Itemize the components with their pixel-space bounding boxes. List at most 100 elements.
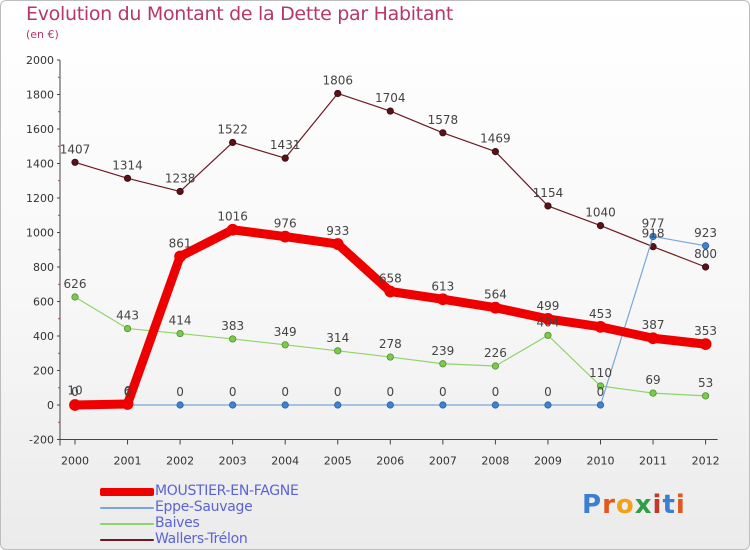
data-label: 0: [439, 385, 447, 399]
data-point: [174, 250, 187, 263]
data-point: [596, 401, 605, 409]
data-label: 443: [116, 309, 139, 323]
data-point: [436, 293, 449, 306]
legend-swatch-baives: [100, 523, 154, 525]
data-point: [489, 301, 502, 314]
legend-swatch-wallers-trelon: [100, 539, 154, 541]
x-tick-label: 2002: [166, 455, 194, 468]
data-label: 626: [64, 277, 87, 291]
data-label: 353: [694, 324, 717, 338]
logo-letter: P: [582, 490, 603, 520]
data-label: 976: [274, 217, 297, 231]
data-point: [701, 242, 710, 250]
data-point: [334, 89, 342, 98]
data-point: [596, 222, 605, 230]
data-label: 933: [326, 224, 349, 238]
data-label: 1238: [165, 171, 196, 185]
data-point: [176, 329, 184, 338]
data-point: [491, 401, 499, 409]
data-label: 6: [124, 384, 132, 398]
data-label: 800: [694, 247, 717, 261]
y-tick-label: 2000: [26, 54, 54, 67]
data-label: 0: [124, 385, 132, 399]
data-label: 0: [71, 385, 79, 399]
data-point: [544, 202, 552, 210]
data-point: [281, 154, 289, 162]
data-point: [331, 238, 344, 250]
data-label: 0: [176, 385, 184, 399]
data-point: [281, 341, 289, 349]
y-tick-label: 0: [47, 399, 54, 412]
data-label: 69: [645, 373, 660, 387]
data-point: [176, 401, 184, 409]
data-point: [279, 230, 292, 243]
legend-swatch-eppe-sauvage: [100, 507, 154, 509]
data-point: [123, 324, 132, 333]
data-label: 53: [698, 376, 713, 390]
data-label: 414: [169, 314, 192, 328]
logo-letter: r: [602, 490, 616, 520]
y-tick-label: 1600: [26, 123, 54, 136]
data-label: 923: [694, 226, 717, 240]
data-point: [439, 360, 447, 368]
y-tick-label: 400: [33, 330, 54, 343]
x-tick-label: 2003: [219, 455, 247, 468]
data-label: 453: [589, 307, 612, 321]
data-label: 1704: [375, 91, 406, 105]
data-label: 110: [589, 366, 612, 380]
data-label: 0: [334, 385, 342, 399]
data-label: 0: [597, 385, 605, 399]
data-label: 1154: [533, 186, 564, 200]
data-label: 314: [326, 331, 349, 345]
data-point: [281, 401, 289, 409]
x-tick-label: 2006: [376, 455, 404, 468]
legend-label-baives: Baives: [155, 515, 200, 531]
data-label: 1578: [428, 113, 459, 127]
data-point: [386, 401, 394, 409]
data-point: [544, 331, 552, 339]
logo-letter: i: [675, 490, 686, 520]
data-label: 0: [544, 385, 552, 399]
data-point: [386, 353, 394, 361]
data-point: [647, 332, 659, 345]
data-label: 226: [484, 346, 507, 360]
data-point: [701, 263, 710, 271]
y-tick-label: 1000: [26, 227, 54, 240]
data-label: 977: [642, 216, 665, 230]
data-label: 0: [281, 385, 289, 399]
data-point: [491, 147, 499, 156]
data-label: 239: [431, 344, 454, 358]
x-tick-label: 2012: [692, 455, 720, 468]
data-label: 861: [169, 236, 192, 250]
data-point: [594, 320, 607, 333]
data-point: [226, 223, 239, 236]
data-label: 1469: [480, 132, 511, 146]
y-tick-label: 800: [33, 261, 54, 274]
data-point: [439, 401, 447, 409]
data-point: [176, 187, 184, 196]
data-point: [699, 338, 712, 351]
data-label: 1314: [112, 158, 143, 172]
data-point: [229, 401, 237, 409]
x-tick-label: 2009: [534, 455, 562, 468]
data-point: [384, 285, 397, 298]
legend-label-eppe-sauvage: Eppe-Sauvage: [155, 499, 253, 515]
data-point: [229, 138, 237, 147]
logo-letter: x: [634, 490, 653, 520]
data-label: 499: [536, 299, 559, 313]
data-label: 0: [386, 385, 394, 399]
data-label: 0: [229, 385, 237, 399]
x-tick-label: 2005: [324, 455, 352, 468]
y-tick-label: 1400: [26, 158, 54, 171]
logo-letter: i: [652, 490, 663, 520]
data-point: [596, 382, 605, 390]
y-tick-label: -200: [29, 434, 54, 447]
legend-label-moustier: MOUSTIER-EN-FAGNE: [155, 483, 299, 499]
data-point: [649, 389, 657, 397]
data-label: 613: [431, 279, 454, 293]
data-point: [439, 129, 447, 137]
data-label: 0: [492, 385, 500, 399]
data-label: 1431: [270, 138, 301, 152]
data-point: [491, 362, 499, 370]
